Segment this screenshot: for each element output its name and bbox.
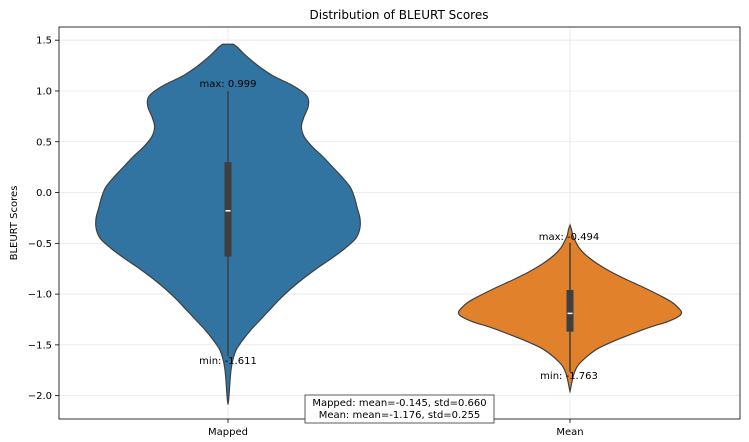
y-tick-label: 1.0	[36, 86, 52, 97]
y-tick-label: 0.0	[36, 188, 52, 199]
summary-line-mean: Mean: mean=-1.176, std=0.255	[319, 410, 481, 421]
mean-min-annotation: min: -1.763	[540, 371, 598, 382]
mean-max-annotation: max: -0.494	[539, 232, 600, 243]
axes: −2.0 −1.5 −1.0 −0.5 0.0 0.5 1.0 1.5 Mapped Mean	[28, 36, 584, 438]
y-tick-label: −0.5	[28, 239, 52, 250]
y-tick-label: −2.0	[28, 391, 52, 402]
chart-title: Distribution of BLEURT Scores	[310, 8, 489, 22]
x-tick-label: Mean	[556, 427, 583, 438]
inner-boxplots	[224, 91, 574, 372]
y-tick-label: 0.5	[36, 137, 52, 148]
summary-stats-box: Mapped: mean=-0.145, std=0.660 Mean: mea…	[304, 394, 495, 424]
mapped-min-annotation: min: -1.611	[199, 356, 257, 367]
x-tick-label: Mapped	[208, 427, 248, 438]
mapped-max-annotation: max: 0.999	[200, 79, 257, 90]
y-tick-label: 1.5	[36, 36, 52, 47]
summary-box-frame	[304, 394, 495, 424]
iqr-box-mapped	[224, 162, 232, 257]
y-axis-label: BLEURT Scores	[9, 186, 20, 261]
y-tick-label: −1.0	[28, 290, 52, 301]
y-tick-label: −1.5	[28, 340, 52, 351]
iqr-box-mean	[566, 290, 574, 332]
summary-line-mapped: Mapped: mean=-0.145, std=0.660	[312, 398, 486, 409]
